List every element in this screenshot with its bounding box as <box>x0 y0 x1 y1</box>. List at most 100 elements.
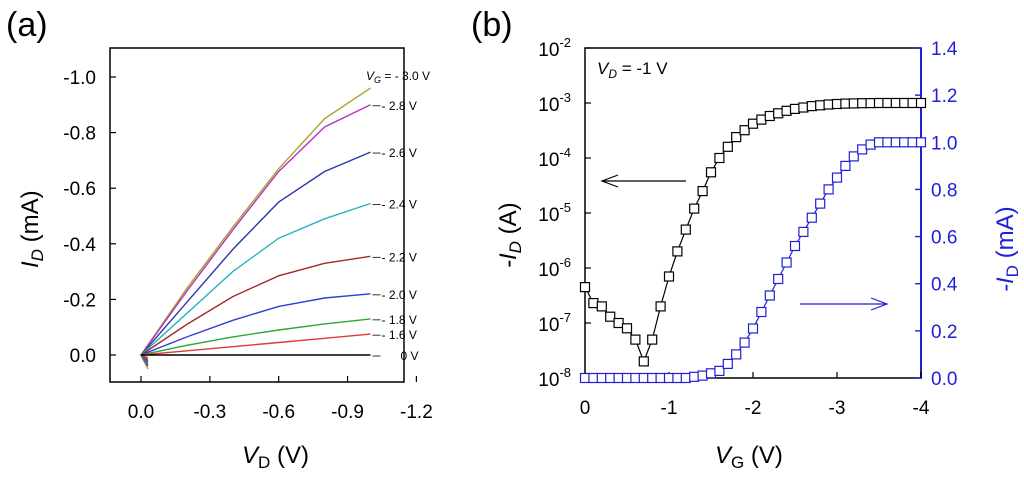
b-log-point <box>655 301 666 312</box>
b-linear-point <box>857 144 868 155</box>
b-linear-point <box>806 212 817 223</box>
a-series-line <box>140 333 371 359</box>
b-log-point <box>781 105 792 116</box>
b-right-y-tick-label: 1.2 <box>931 86 957 107</box>
b-linear-point <box>764 290 775 301</box>
a-y-tick-label: -1.0 <box>63 68 96 89</box>
a-x-tick-label: 0.0 <box>128 402 154 423</box>
a-series-label: - 2.6 V <box>382 146 417 160</box>
b-log-point <box>831 98 843 110</box>
b-log-point <box>907 97 918 109</box>
b-log-point <box>915 97 927 109</box>
b-linear-point <box>899 137 910 148</box>
b-linear-point <box>915 137 927 148</box>
b-linear-point <box>739 337 750 348</box>
b-log-point <box>697 186 708 197</box>
panel-a-series-labels: - 2.8 V - 2.6 V - 2.4 V - 2.2 V - 2.0 V - 1.8… <box>372 99 419 363</box>
b-right-y-tick-label: 0.8 <box>931 180 957 201</box>
panel-b-right-y-axis-label: -ID (mA) <box>992 206 1022 292</box>
b-x-tick-label: -3 <box>829 398 846 419</box>
a-series-label: - 2.8 V <box>382 99 417 113</box>
a-x-tick-label: -0.3 <box>193 402 226 423</box>
a-x-tick-label: -1.2 <box>400 402 433 423</box>
b-x-tick-label: 0 <box>580 398 591 419</box>
b-log-point <box>890 97 901 109</box>
a-series-label: 0 V <box>401 349 419 363</box>
b-linear-point <box>873 137 885 148</box>
a-series-line <box>140 87 371 370</box>
a-series-label: - 2.4 V <box>382 197 417 211</box>
a-x-tick-label: -0.6 <box>262 402 295 423</box>
b-log-point <box>848 98 859 109</box>
b-log-point <box>764 110 775 122</box>
b-linear-point <box>773 273 784 285</box>
right-axis-arrow <box>800 297 889 311</box>
b-linear-point <box>579 372 591 384</box>
b-linear-point <box>781 257 792 268</box>
b-log-point <box>773 108 784 119</box>
b-log-point <box>840 98 851 109</box>
b-left-y-tick-label: 10-5 <box>538 200 571 226</box>
panel-a-x-ticks: 0.0 -0.3 -0.6 -0.9 -1.2 <box>128 376 433 423</box>
b-log-point <box>672 246 683 257</box>
b-left-y-tick-label: 10-4 <box>538 145 571 171</box>
panel-b-label: (b) <box>471 6 513 44</box>
b-linear-point <box>596 372 607 384</box>
b-log-point <box>806 100 817 112</box>
b-log-point <box>873 97 885 109</box>
b-linear-point <box>663 372 675 384</box>
b-linear-point <box>722 358 733 369</box>
b-linear-point <box>705 368 717 379</box>
b-log-point <box>596 301 607 312</box>
b-linear-point <box>588 372 599 384</box>
b-linear-point <box>680 372 691 384</box>
a-series-line <box>139 255 371 363</box>
a-y-tick-label: -0.2 <box>63 290 96 311</box>
b-linear-point <box>630 372 641 384</box>
b-right-y-tick-label: 0.6 <box>931 228 957 249</box>
b-log-point <box>865 97 876 109</box>
a-y-tick-label: -0.8 <box>63 124 96 145</box>
a-series-label: - 2.2 V <box>382 250 417 264</box>
b-log-point <box>747 118 759 129</box>
panel-a-frame <box>109 47 405 383</box>
panel-b: (b) 0 -1 -2 -3 -4 10-810-710-610-510-410-310… <box>471 6 1022 472</box>
b-log-point <box>882 97 893 109</box>
b-log-point <box>815 100 826 111</box>
panel-a-label: (a) <box>6 6 48 44</box>
b-left-y-tick-label: 10-2 <box>538 35 571 61</box>
b-log-point <box>588 298 599 309</box>
b-log-point <box>689 203 700 214</box>
panel-a-gate-label: VG = - 3.0 V <box>366 69 430 85</box>
b-left-y-tick-label: 10-3 <box>538 90 571 116</box>
panel-a: (a) 0.0 -0.3 -0.6 -0.9 -1.2 0.0 -0.2 -0.4 -0.6 -… <box>6 6 433 472</box>
panel-b-series <box>579 97 927 384</box>
b-log-point <box>899 97 910 109</box>
b-linear-point <box>655 372 666 384</box>
b-right-y-tick-label: 1.0 <box>931 133 957 154</box>
b-linear-point <box>890 137 901 148</box>
b-log-point <box>789 103 801 115</box>
b-log-point <box>630 334 641 345</box>
a-y-tick-label: -0.6 <box>63 179 96 200</box>
b-log-point <box>621 323 633 334</box>
panel-a-y-ticks: 0.0 -0.2 -0.4 -0.6 -0.8 -1.0 <box>63 68 116 367</box>
b-linear-point <box>647 372 658 384</box>
panel-b-right-y-ticks: 0.0 0.2 0.4 0.6 0.8 1.0 1.2 1.4 <box>915 39 958 390</box>
panel-a-y-axis-label: ID (mA) <box>17 190 47 268</box>
b-linear-point <box>638 372 649 384</box>
a-series-label: - 1.8 V <box>382 313 417 327</box>
b-linear-point <box>815 198 826 209</box>
b-linear-point <box>747 323 759 334</box>
a-series-label: - 2.0 V <box>382 288 417 302</box>
b-log-point <box>647 334 658 345</box>
b-left-y-tick-label: 10-6 <box>538 255 571 281</box>
b-linear-point <box>907 137 918 148</box>
b-log-point <box>798 102 809 113</box>
b-log-point <box>714 152 725 164</box>
b-right-y-tick-label: 0.2 <box>931 322 957 343</box>
b-linear-point <box>848 151 859 162</box>
b-log-point <box>731 132 742 143</box>
b-right-y-tick-label: 0.4 <box>931 275 958 296</box>
